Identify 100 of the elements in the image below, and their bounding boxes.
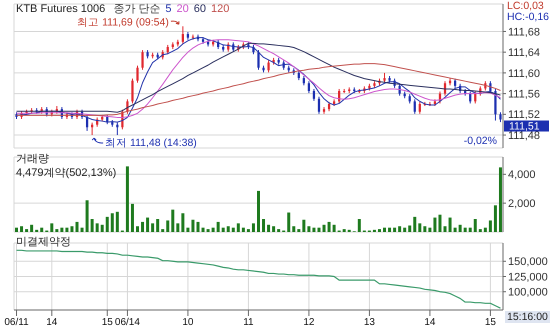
bar	[428, 228, 432, 232]
bar	[292, 226, 296, 232]
candlestick	[302, 76, 305, 86]
bar	[242, 228, 245, 232]
bar	[25, 229, 28, 232]
x-tick-label: 14	[46, 317, 58, 326]
candlestick	[166, 44, 169, 55]
x-tick-label: 06/11	[4, 317, 30, 326]
x-tick-label: 12	[303, 317, 315, 326]
y-tick-label: 100,000	[508, 286, 548, 299]
bar	[458, 224, 462, 232]
bar	[191, 220, 194, 232]
bar	[358, 219, 361, 232]
bar	[498, 167, 502, 232]
bar	[378, 229, 381, 232]
bar	[448, 218, 452, 232]
bar	[232, 228, 235, 232]
candlestick	[131, 78, 134, 104]
bar	[226, 226, 230, 232]
y-tick-label: 2,000	[508, 198, 536, 210]
bar	[317, 228, 320, 232]
legend-title: 종가 단순	[113, 2, 160, 16]
bar	[55, 229, 58, 232]
bar	[202, 228, 205, 232]
bar	[464, 228, 467, 232]
y-tick-label: 111,68	[508, 26, 540, 38]
bar	[413, 216, 416, 232]
bar	[468, 228, 472, 232]
candlestick	[182, 26, 184, 44]
bar	[15, 228, 18, 232]
bar	[196, 222, 200, 232]
y-tick-label: 111,60	[508, 68, 540, 80]
bar	[50, 223, 54, 232]
bar	[312, 228, 316, 232]
bar	[252, 223, 255, 232]
bar	[474, 219, 477, 232]
bar	[156, 219, 160, 232]
y-tick-label: 111,52	[508, 109, 540, 122]
bar	[126, 166, 129, 232]
x-tick-label: 15	[484, 317, 496, 326]
bar	[222, 228, 225, 232]
bar	[332, 224, 336, 232]
candlestick	[474, 91, 476, 104]
bar	[403, 228, 406, 232]
x-tick-label: 14	[424, 317, 436, 326]
text: 120	[210, 2, 230, 14]
bar	[297, 229, 300, 232]
bar	[20, 226, 24, 232]
text: 5	[165, 2, 172, 14]
bar	[116, 212, 119, 232]
annotation: 최저 111,48 (14:38)	[105, 137, 197, 150]
bar	[438, 214, 442, 232]
bar	[484, 228, 487, 232]
bar	[181, 213, 184, 232]
candlestick	[454, 78, 456, 88]
y-tick-label: 125,000	[508, 271, 548, 284]
bar	[302, 220, 306, 232]
bar	[86, 200, 89, 232]
bar	[186, 228, 190, 232]
bar	[488, 220, 492, 232]
bar	[65, 228, 68, 232]
bar	[76, 222, 79, 232]
bar	[70, 226, 74, 232]
bar	[322, 224, 326, 232]
bar	[206, 229, 210, 232]
bar	[60, 228, 64, 232]
bar	[494, 205, 497, 232]
candlestick	[469, 91, 472, 104]
bar	[383, 228, 386, 232]
text: LC:0,03	[506, 0, 545, 12]
annotation: -0,02%	[462, 135, 498, 147]
bar	[40, 228, 44, 232]
text: 60	[194, 2, 206, 14]
bar	[236, 223, 240, 232]
bar	[267, 224, 270, 232]
bar	[176, 223, 180, 232]
bar	[141, 222, 144, 232]
text: HC:-0,16	[506, 11, 550, 23]
chart-title: KTB Futures 1006	[16, 2, 106, 14]
bar	[146, 218, 150, 232]
bar	[342, 229, 346, 232]
candlestick	[408, 94, 411, 104]
bar	[256, 190, 260, 232]
y-tick-label: 111,64	[508, 47, 540, 60]
bar	[444, 226, 447, 232]
text: 20	[176, 2, 189, 14]
bar	[388, 228, 392, 232]
annotation: 최고 111,69 (09:54)	[77, 16, 169, 28]
candlestick	[312, 88, 316, 102]
bar	[408, 226, 412, 232]
bar	[106, 216, 109, 232]
bar	[433, 218, 436, 232]
bar	[80, 228, 84, 232]
x-tick-label: 11	[243, 317, 254, 326]
bar	[277, 229, 280, 232]
bar	[262, 219, 266, 232]
candlestick	[418, 101, 421, 114]
candlestick	[91, 122, 94, 136]
candlestick	[414, 98, 416, 114]
bar	[100, 224, 104, 232]
